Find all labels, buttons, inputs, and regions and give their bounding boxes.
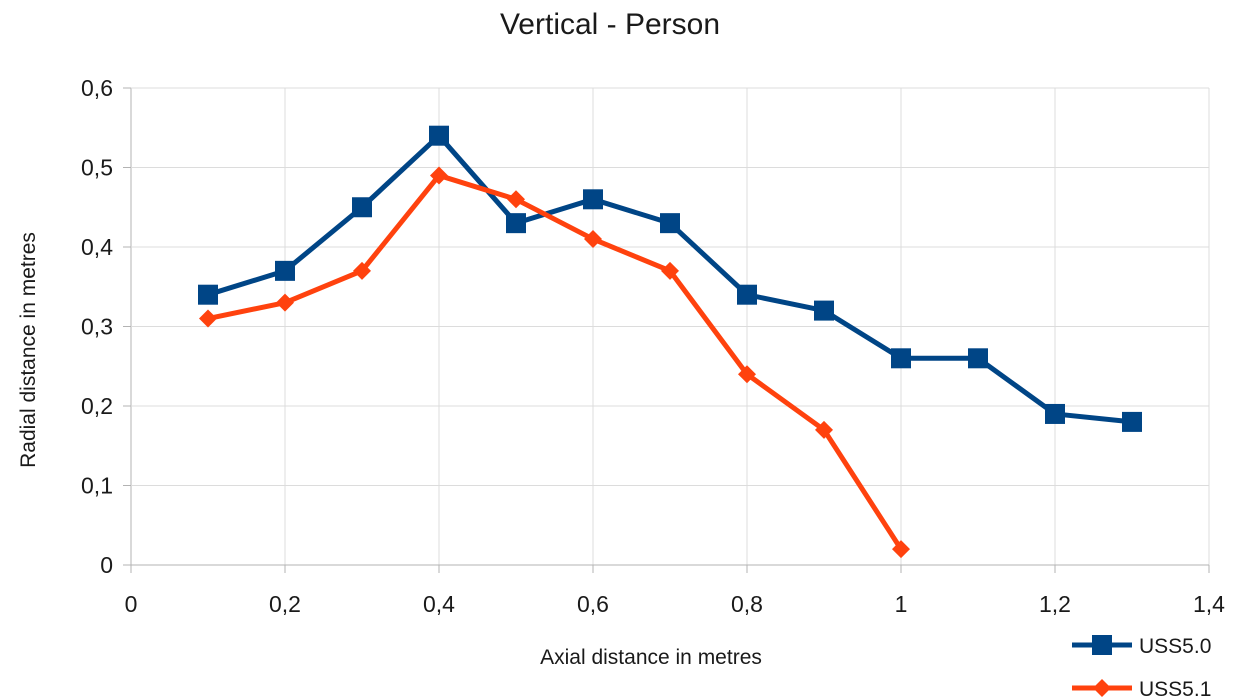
x-tick-label: 1,2 [1039,591,1071,617]
data-point [507,190,525,209]
legend-item: USS5.1 [1072,678,1211,700]
x-tick-label: 0 [125,591,138,617]
y-tick-label: 0,5 [81,155,113,181]
data-point [737,284,757,305]
data-point [661,261,679,280]
x-axis-ticks: 0 0,2 0,4 0,6 0,8 1 1,2 1,4 [125,591,1226,617]
data-point [583,189,603,210]
data-point [968,348,988,369]
legend-label: USS5.0 [1139,635,1211,658]
series-line [205,172,904,552]
data-point [430,166,448,185]
data-point [660,213,680,234]
series-group [198,125,1142,559]
series-0 [198,125,1142,432]
data-point [275,260,295,281]
legend-marker [1092,635,1112,655]
x-tick-label: 0,8 [731,591,763,617]
data-point [1045,403,1065,424]
y-axis-title: Radial distance in metres [17,232,40,468]
legend-label: USS5.1 [1139,678,1211,700]
x-axis-title: Axial distance in metres [540,646,762,669]
data-point [276,293,294,312]
x-tick-label: 0,6 [577,591,609,617]
data-point [353,261,371,280]
legend-marker [1093,679,1111,697]
x-tick-label: 1 [895,591,908,617]
series-1 [199,166,910,559]
data-point [506,213,526,234]
data-point [1122,411,1142,432]
x-tick-label: 1,4 [1193,591,1225,617]
data-point [814,300,834,321]
data-point [892,540,910,559]
data-point [738,365,756,384]
data-point [891,348,911,369]
data-point [199,309,217,328]
y-tick-label: 0,6 [81,75,113,101]
data-point [429,125,449,146]
data-point [584,230,602,249]
x-tick-label: 0,4 [423,591,455,617]
chart-title: Vertical - Person [500,8,720,41]
legend: USS5.0 USS5.1 [1072,635,1211,700]
y-tick-label: 0,1 [81,473,113,499]
y-tick-label: 0,3 [81,314,113,340]
y-tick-label: 0 [100,552,113,578]
data-point [815,420,833,439]
legend-item: USS5.0 [1072,635,1211,658]
x-tick-label: 0,2 [269,591,301,617]
data-point [352,197,372,218]
y-tick-label: 0,2 [81,393,113,419]
y-axis-ticks: 0 0,1 0,2 0,3 0,4 0,5 0,6 [81,75,113,578]
y-tick-label: 0,4 [81,234,113,260]
grid [123,87,1210,573]
data-point [198,284,218,305]
